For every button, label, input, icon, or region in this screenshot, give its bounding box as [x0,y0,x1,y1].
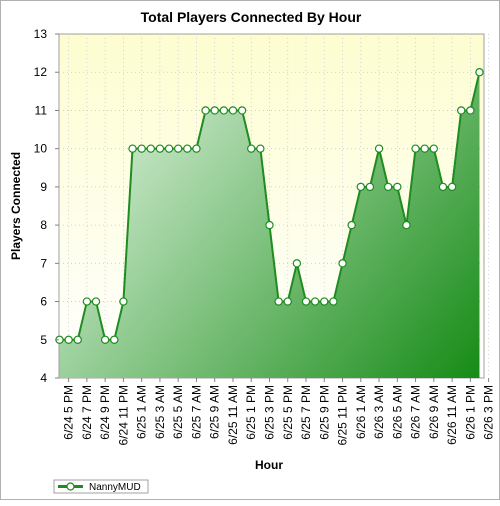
data-point-marker [402,220,411,230]
data-point-marker [338,259,347,268]
data-point-marker [365,182,375,192]
data-point-marker [100,335,110,344]
x-tick-label: 6/25 11 AM [226,385,240,445]
data-point-marker [420,144,429,153]
x-tick-label: 6/26 9 AM [427,385,441,439]
data-point-marker [73,335,82,344]
x-tick-label: 6/26 1 PM [463,385,477,440]
data-point-marker [283,297,292,306]
x-tick-label: 6/24 5 PM [62,385,76,440]
x-tick-label: 6/25 9 AM [208,385,222,439]
data-point-marker [329,297,338,306]
data-point-marker [82,297,92,306]
y-tick-label: 6 [40,295,47,309]
y-tick-label: 13 [34,27,48,41]
y-tick-label: 9 [40,180,47,194]
data-point-marker [265,220,274,230]
x-tick-label: 6/25 11 PM [336,385,350,445]
data-point-marker [64,335,73,344]
y-tick-label: 12 [34,65,48,79]
legend: NannyMUD [53,479,149,494]
data-point-marker [457,106,466,115]
data-point-marker [137,144,146,153]
y-tick-label: 8 [40,218,47,232]
x-tick-label: 6/25 7 AM [189,385,203,439]
data-point-marker [475,68,484,77]
chart-title: Total Players Connected By Hour [141,9,362,25]
data-point-marker [110,335,119,344]
data-point-marker [210,106,219,115]
x-tick-label: 6/25 5 PM [281,385,295,440]
x-tick-label: 6/25 3 AM [153,385,167,439]
data-point-marker [383,182,393,192]
x-tick-label: 6/26 5 AM [390,385,404,439]
x-tick-label: 6/24 7 PM [80,385,94,440]
data-point-marker [292,259,302,268]
data-point-marker [429,144,439,153]
data-point-marker [155,144,165,153]
data-point-marker [301,297,311,306]
x-axis-ticks: 6/24 5 PM 6/24 7 PM 6/24 9 PM 6/24 11 PM 6/2… [62,378,496,445]
data-point-marker [164,144,174,153]
data-point-marker [310,297,320,306]
data-point-marker [228,106,238,115]
data-point-marker [128,144,137,153]
data-point-marker [320,297,329,306]
data-point-marker [347,220,356,230]
y-tick-label: 7 [40,256,47,270]
x-tick-label: 6/24 9 PM [98,385,112,440]
y-tick-label: 11 [35,103,48,117]
x-tick-label: 6/25 7 PM [299,385,313,440]
x-tick-label: 6/25 5 AM [171,385,185,439]
x-tick-label: 6/26 3 AM [372,385,386,439]
data-point-marker [393,182,402,192]
data-point-marker [247,144,256,153]
legend-label: NannyMUD [89,482,141,493]
x-tick-label: 6/26 1 AM [354,385,368,439]
data-point-marker [119,297,128,306]
data-point-marker [438,182,448,192]
data-point-marker [146,144,155,153]
y-tick-label: 10 [34,142,48,156]
x-tick-label: 6/25 3 PM [262,385,276,440]
y-axis-title: Players Connected [9,152,23,260]
data-point-marker [219,106,229,115]
data-point-marker [173,144,183,153]
x-tick-label: 6/25 9 PM [317,385,331,440]
data-point-marker [411,144,420,153]
x-tick-label: 6/25 1 AM [135,385,149,439]
x-tick-label: 6/25 1 PM [244,385,258,440]
y-tick-label: 5 [40,333,47,347]
data-point-marker [201,106,210,115]
y-tick-label: 4 [40,371,47,385]
x-tick-label: 6/26 7 AM [409,385,423,439]
y-axis-ticks: 4 5 6 7 8 9 10 11 12 13 [34,27,59,385]
data-point-marker [183,144,192,153]
legend-box [53,479,149,494]
x-tick-label: 6/26 11 AM [445,385,459,445]
x-tick-label: 6/26 3 PM [482,385,496,440]
data-point-marker [91,297,101,306]
data-point-marker [447,182,457,192]
data-point-marker [192,144,201,153]
data-point-marker [374,144,384,153]
x-tick-label: 6/24 11 PM [116,385,130,445]
data-point-marker [274,297,283,306]
marker-layer [55,68,484,344]
data-point-marker [466,106,475,115]
data-point-marker [356,182,365,192]
data-point-marker [256,144,265,153]
x-axis-title: Hour [255,458,283,472]
data-point-marker [237,106,247,115]
legend-marker-swatch [66,482,75,491]
